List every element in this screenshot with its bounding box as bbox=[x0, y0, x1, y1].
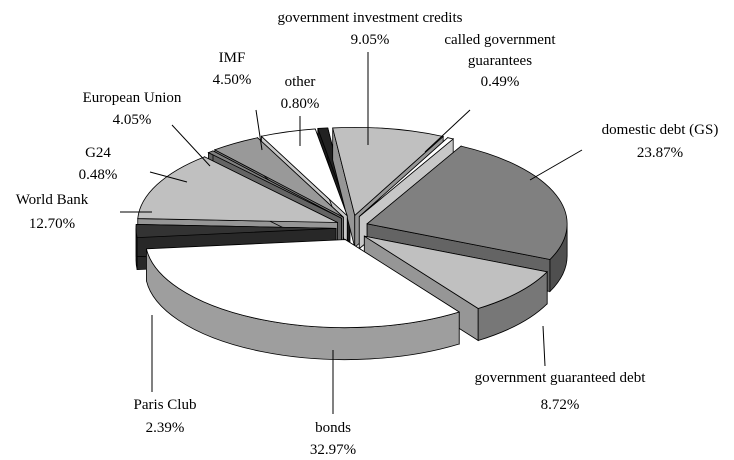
slice-top bbox=[260, 128, 348, 217]
slice-top bbox=[359, 137, 455, 217]
leader-line bbox=[529, 149, 583, 181]
slice-top bbox=[145, 239, 461, 329]
leader-line bbox=[424, 109, 471, 153]
slice-value-label: 0.49% bbox=[480, 74, 520, 90]
slice-label: World Bank bbox=[15, 192, 89, 208]
slice-value-label: 9.05% bbox=[350, 32, 390, 48]
slice-label: bonds bbox=[315, 420, 351, 436]
leader-line bbox=[542, 325, 546, 367]
slice-label: Paris Club bbox=[133, 397, 197, 413]
slice-value-label: 23.87% bbox=[636, 145, 684, 161]
slice-label: IMF bbox=[218, 50, 246, 66]
slice-top bbox=[135, 224, 337, 239]
leader-line bbox=[149, 171, 188, 183]
slice-top bbox=[207, 150, 342, 219]
slice-value-label: 2.39% bbox=[145, 420, 185, 436]
slice-value-label: 4.05% bbox=[112, 112, 152, 128]
leader-line bbox=[171, 124, 211, 167]
slice-label: government guaranteed debt bbox=[474, 370, 646, 386]
slice bbox=[145, 238, 461, 361]
slice-value-label: 0.48% bbox=[78, 167, 118, 183]
slice-label: called government guarantees bbox=[444, 32, 556, 69]
slice-label: G24 bbox=[85, 145, 111, 161]
slice-top bbox=[137, 156, 338, 223]
slice-value-label: 12.70% bbox=[28, 216, 76, 232]
slice-value-label: 8.72% bbox=[540, 397, 580, 413]
slice-value-label: 32.97% bbox=[309, 442, 357, 458]
slice-top bbox=[364, 235, 548, 309]
slice-top bbox=[366, 145, 568, 260]
slice-value-label: 0.80% bbox=[280, 96, 320, 112]
slice-top bbox=[213, 137, 344, 218]
leader-line bbox=[255, 109, 263, 151]
slice-label: domestic debt (GS) bbox=[601, 122, 719, 138]
slice-top bbox=[332, 126, 445, 217]
slice-label: European Union bbox=[82, 90, 182, 106]
slice-value-label: 4.50% bbox=[212, 72, 252, 88]
slice-label: other bbox=[284, 74, 316, 90]
slice-label: government investment credits bbox=[277, 10, 463, 26]
